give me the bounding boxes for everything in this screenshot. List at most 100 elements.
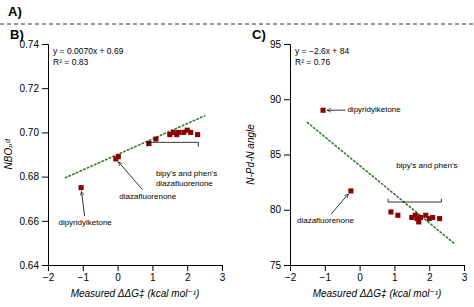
annotation-arrow — [118, 162, 142, 190]
x-axis: −2 −1 0 1 2 3 — [285, 265, 468, 283]
x-axis-tick: −1 — [320, 265, 332, 283]
y-axis-tick-label: 0.70 — [20, 127, 40, 138]
fit-text: y = 0.0070x + 0.69 — [53, 46, 124, 56]
y-axis-tick: 90 — [270, 94, 290, 105]
scatter-point — [153, 136, 158, 141]
x-axis-tick-label: 1 — [392, 272, 398, 283]
panel-label: B) — [10, 27, 24, 42]
y-axis-tick-mark — [42, 88, 48, 89]
y-axis-tick: 0.64 — [20, 260, 48, 271]
annotations: y = −2.6x + 84R² = 0.76dipyridylketonedi… — [295, 46, 457, 225]
scatter-point — [437, 216, 442, 221]
y-axis-tick: 0.68 — [20, 171, 48, 182]
y-axis-tick: 0.74 — [20, 39, 48, 50]
scatter-point — [416, 219, 421, 224]
x-axis-tick-label: −1 — [78, 272, 90, 283]
bracket — [147, 142, 198, 146]
y-axis-tick: 95 — [270, 39, 290, 50]
x-axis-tick-mark — [118, 265, 119, 271]
scatter-point — [116, 154, 121, 159]
y-axis-tick-mark — [42, 132, 48, 133]
figure: A) −2 −1 0 1 2 3 0.64 0.66 0.68 0.70 0.72 0.74 Measur… — [0, 0, 474, 307]
x-axis-tick-label: 3 — [462, 272, 468, 283]
x-axis-tick: 3 — [220, 265, 226, 283]
y-axis-line — [284, 45, 291, 266]
x-axis-tick-mark — [325, 265, 326, 271]
y-axis-tick-label: 75 — [270, 260, 282, 271]
y-axis-tick-label: 0.66 — [20, 216, 40, 227]
scatter-point — [321, 108, 326, 113]
y-axis-tick-label: 0.72 — [20, 83, 40, 94]
y-axis-tick: 0.66 — [20, 216, 48, 227]
x-axis-tick: 2 — [185, 265, 191, 283]
x-axis: −2 −1 0 1 2 3 — [43, 265, 226, 283]
panel: −2 −1 0 1 2 3 75 80 85 90 95 Measured ΔΔG‡ (kcal mo… — [245, 27, 468, 299]
x-axis-tick-label: 2 — [427, 272, 433, 283]
scatter-point — [146, 141, 151, 146]
x-axis-tick: 3 — [462, 265, 468, 283]
y-axis-tick-label: 95 — [270, 39, 282, 50]
y-axis-tick-mark — [284, 210, 290, 211]
panel-label: C) — [252, 27, 266, 42]
x-axis-tick: 0 — [357, 265, 363, 283]
y-axis-tick-mark — [284, 155, 290, 156]
panel: −2 −1 0 1 2 3 0.64 0.66 0.68 0.70 0.72 0.74 Measured… — [3, 27, 226, 299]
y-axis-tick-mark — [284, 99, 290, 100]
scatter-point — [188, 130, 193, 135]
bracket-end — [198, 142, 199, 146]
x-axis-tick-mark — [222, 265, 223, 271]
x-axis-tick-label: −2 — [43, 272, 55, 283]
x-axis-tick-label: 0 — [115, 272, 121, 283]
scatter-point — [418, 215, 423, 220]
x-axis-tick-mark — [152, 265, 153, 271]
scatter-point — [195, 132, 200, 137]
y-axis-title: NBOₚᵈ — [3, 139, 14, 170]
x-axis-tick-label: 1 — [150, 272, 156, 283]
y-axis-tick-mark — [284, 265, 290, 266]
x-axis-tick: 1 — [150, 265, 156, 283]
x-axis-tick-mark — [83, 265, 84, 271]
annotation-arrow — [327, 110, 345, 111]
y-axis: 0.64 0.66 0.68 0.70 0.72 0.74 — [20, 39, 49, 271]
x-axis-tick-mark — [187, 265, 188, 271]
bracket-label: diazafluorenone — [156, 179, 213, 188]
bracket — [388, 199, 441, 202]
y-axis-tick-mark — [284, 44, 290, 45]
bracket-line — [388, 202, 441, 203]
bracket-label: bipy's and phen's — [156, 169, 217, 178]
x-axis-line — [49, 266, 223, 272]
bracket-label: bipy's and phen's — [396, 161, 457, 170]
annotation-label: dipyridylketone — [347, 105, 401, 114]
fit-text: R² = 0.76 — [295, 57, 330, 67]
section-label: A) — [8, 4, 22, 19]
x-axis-tick-label: 0 — [357, 272, 363, 283]
x-axis-line — [291, 266, 465, 272]
annotation-label: dipyridylketone — [58, 218, 112, 227]
y-axis-tick-label: 80 — [270, 204, 282, 215]
x-axis-tick-label: 2 — [185, 272, 191, 283]
y-axis-tick-label: 85 — [270, 149, 282, 160]
x-axis-tick-mark — [464, 265, 465, 271]
y-axis-title: N-Pd-N angle — [245, 124, 256, 185]
x-axis-tick: 0 — [115, 265, 121, 283]
y-axis-tick-label: 0.64 — [20, 260, 40, 271]
annotation-label: diazafluorenone — [119, 192, 176, 201]
x-axis-tick-mark — [394, 265, 395, 271]
y-axis-line — [42, 45, 49, 266]
bracket-end — [147, 142, 148, 146]
y-axis-tick-mark — [42, 221, 48, 222]
y-axis-tick-label: 90 — [270, 94, 282, 105]
bracket-line — [147, 142, 198, 143]
x-axis-tick-label: −2 — [285, 272, 297, 283]
y-axis-tick-label: 0.68 — [20, 171, 40, 182]
scatter-point — [348, 188, 353, 193]
fit-text: y = −2.6x + 84 — [295, 46, 349, 56]
scatter-point — [176, 130, 181, 135]
scatter-point — [395, 213, 400, 218]
x-axis-title: Measured ΔΔG‡ (kcal mol⁻¹) — [313, 288, 442, 299]
x-axis-title: Measured ΔΔG‡ (kcal mol⁻¹) — [71, 288, 200, 299]
bracket-end — [441, 199, 442, 202]
x-axis-tick-label: −1 — [320, 272, 332, 283]
y-axis-tick-mark — [42, 44, 48, 45]
scatter-point — [79, 185, 84, 190]
